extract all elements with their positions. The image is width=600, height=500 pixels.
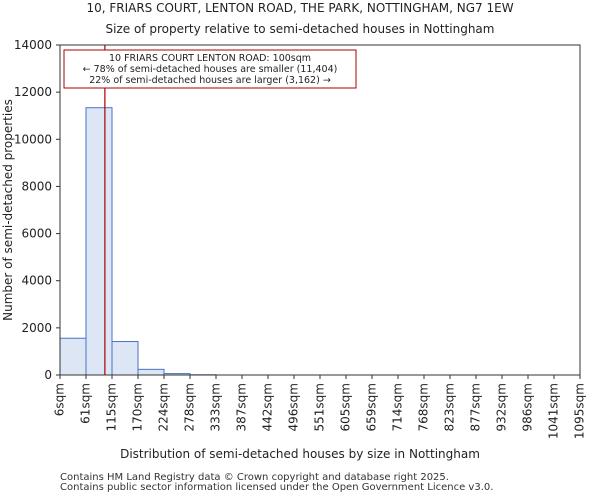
annotation-line-1: 10 FRIARS COURT LENTON ROAD: 100sqm <box>109 53 311 64</box>
annotation-line-3: 22% of semi-detached houses are larger (… <box>89 75 331 86</box>
x-tick-label: 442sqm <box>261 383 275 431</box>
x-axis-label: Distribution of semi-detached houses by … <box>120 447 480 461</box>
chart-title-line1: 10, FRIARS COURT, LENTON ROAD, THE PARK,… <box>86 1 513 15</box>
x-tick-label: 496sqm <box>287 383 301 431</box>
x-tick-label: 877sqm <box>469 383 483 431</box>
y-tick-label: 6000 <box>21 227 52 241</box>
x-tick-label: 387sqm <box>235 383 249 431</box>
annotation-box <box>63 49 357 89</box>
y-tick-label: 4000 <box>21 274 52 288</box>
bars <box>59 107 217 376</box>
y-axis-label: Number of semi-detached properties <box>1 99 15 321</box>
bar-6sqm <box>59 337 87 376</box>
plot-frame <box>59 44 581 376</box>
bar-61sqm <box>85 107 113 376</box>
x-tick-label: 61sqm <box>79 383 93 424</box>
x-tick-label: 1095sqm <box>573 383 587 439</box>
x-tick-label: 278sqm <box>183 383 197 431</box>
x-axis-ticks: 6sqm 61sqm 115sqm 170sqm 224sqm 278sqm 333sqm 3… <box>53 375 587 439</box>
x-tick-label: 115sqm <box>105 383 119 431</box>
x-tick-label: 1041sqm <box>547 383 561 439</box>
annotation-line-2: ← 78% of semi-detached houses are smalle… <box>83 64 338 75</box>
footer: Contains HM Land Registry data © Crown c… <box>60 473 493 493</box>
chart-title-line2: Size of property relative to semi-detach… <box>106 22 495 36</box>
x-tick-label: 932sqm <box>495 383 509 431</box>
y-tick-label: 14000 <box>14 38 52 52</box>
y-tick-label: 12000 <box>14 85 52 99</box>
y-tick-label: 2000 <box>21 321 52 335</box>
y-tick-label: 10000 <box>14 132 52 146</box>
y-tick-label: 0 <box>44 368 52 382</box>
footer-line-1: Contains HM Land Registry data © Crown c… <box>60 472 449 483</box>
x-tick-label: 605sqm <box>339 383 353 431</box>
x-tick-label: 659sqm <box>365 383 379 431</box>
y-tick-label: 8000 <box>21 179 52 193</box>
x-tick-label: 6sqm <box>53 383 67 416</box>
x-tick-label: 170sqm <box>131 383 145 431</box>
x-tick-label: 986sqm <box>521 383 535 431</box>
x-tick-label: 823sqm <box>443 383 457 431</box>
y-axis-ticks: 0 2000 4000 6000 8000 10000 12000 14000 <box>14 38 60 382</box>
bar-115sqm <box>111 341 139 376</box>
footer-line-2: Contains public sector information licen… <box>60 482 494 493</box>
x-tick-label: 224sqm <box>157 383 171 431</box>
x-tick-label: 551sqm <box>313 383 327 431</box>
x-tick-label: 714sqm <box>391 383 405 431</box>
chart: 10, FRIARS COURT, LENTON ROAD, THE PARK,… <box>1 1 587 461</box>
x-tick-label: 768sqm <box>417 383 431 431</box>
bar-170sqm <box>137 368 165 376</box>
x-tick-label: 333sqm <box>209 383 223 431</box>
